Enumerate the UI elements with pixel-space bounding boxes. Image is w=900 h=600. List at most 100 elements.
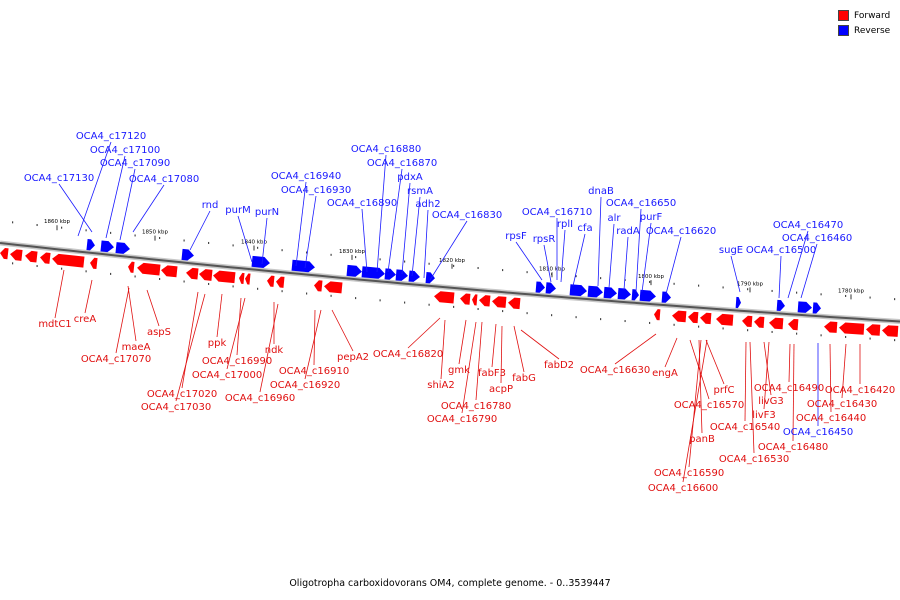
forward-gene-label: livG3 [758,396,784,407]
forward-gene-label: OCA4_c16990 [202,356,272,367]
minor-tick-top [85,229,87,232]
minor-tick-bottom [36,265,38,268]
minor-tick-bottom [306,292,308,295]
reverse-gene-leader-line [411,196,421,277]
forward-gene-label: OCA4_c17070 [81,354,151,365]
minor-tick-bottom [232,285,234,288]
minor-tick-bottom [208,282,210,285]
forward-gene-arrow [267,275,275,287]
forward-gene-leader-line [440,319,446,380]
forward-gene-arrow [213,270,236,284]
reverse-gene-leader-line [423,209,429,279]
forward-gene-arrow [754,316,765,328]
forward-gene-arrow [508,297,521,310]
reverse-gene-arrow [617,288,631,300]
minor-tick-top [551,273,553,276]
forward-gene-label: shiA2 [427,380,455,391]
forward-gene-arrow [128,261,135,273]
forward-gene-arrow [742,315,753,328]
forward-gene-label: OCA4_c17000 [192,370,262,381]
minor-tick-bottom [428,303,430,306]
forward-gene-leader-line [175,293,206,402]
forward-gene-leader-line [475,321,483,401]
forward-gene-label: prfC [714,385,735,396]
reverse-gene-label: OCA4_c17090 [100,158,170,169]
reverse-gene-arrow [661,291,671,303]
forward-gene-label: OCA4_c16920 [270,380,340,391]
forward-gene-leader-line [458,319,467,365]
reverse-gene-label: OCA4_c16830 [432,210,502,221]
reverse-gene-leader-line [515,241,543,281]
forward-gene-leader-line [226,297,246,370]
scale-label: 1790 kbp [737,281,763,287]
reverse-gene-label: purF [640,212,663,223]
forward-gene-label: OCA4_c16540 [710,422,780,433]
forward-gene-leader-line [491,323,497,368]
reverse-gene-arrow [100,240,114,253]
reverse-gene-label: OCA4_c17120 [76,131,146,142]
forward-gene-arrow [186,267,199,280]
minor-tick-top [820,293,822,296]
forward-gene-label: livF3 [752,410,776,421]
minor-tick-top [575,275,577,278]
forward-gene-label: OCA4_c16780 [441,401,511,412]
forward-gene-arrow [161,265,178,278]
minor-tick-top [379,258,381,261]
forward-gene-label: OCA4_c16910 [279,366,349,377]
minor-tick-top [159,236,161,239]
legend-item-forward: Forward [838,8,898,23]
reverse-gene-leader-line [105,155,126,239]
minor-tick-bottom [257,287,259,290]
reverse-gene-label: rpsR [533,234,556,245]
minor-tick-top [845,294,847,297]
reverse-gene-label: OCA4_c16650 [606,198,676,209]
minor-tick-top [502,269,504,272]
forward-gene-arrow [0,247,9,260]
forward-gene-label: OCA4_c16530 [719,454,789,465]
reverse-gene-label: rnd [202,200,219,211]
reverse-gene-arrow [425,272,435,284]
reverse-swatch [838,25,849,36]
reverse-gene-label: OCA4_c16500 [746,245,816,256]
scale-label: 1800 kbp [638,274,664,280]
reverse-gene-label: OCA4_c16870 [367,158,437,169]
reverse-gene-label: OCA4_c16940 [271,171,341,182]
forward-gene-leader-line [513,325,525,373]
minor-tick-top [453,264,455,267]
minor-tick-bottom [12,262,14,265]
minor-tick-top [526,271,528,274]
reverse-gene-arrow [812,302,821,314]
forward-gene-label: OCA4_c16790 [427,414,497,425]
forward-gene-leader-line [115,287,130,354]
forward-gene-leader-line [54,269,65,319]
minor-tick-bottom [624,320,626,323]
minor-tick-top [330,253,332,256]
minor-tick-bottom [747,329,749,332]
minor-tick-top [183,239,185,242]
reverse-gene-label: purM [225,205,250,216]
minor-tick-top [36,224,38,227]
minor-tick-top [796,291,798,294]
forward-gene-leader-line [664,337,678,368]
minor-tick-bottom [869,337,871,340]
reverse-gene-arrow [346,264,362,277]
reverse-gene-leader-line [572,233,586,287]
forward-gene-label: creA [74,314,97,325]
forward-gene-leader-line [829,343,832,413]
forward-gene-arrow [788,318,799,331]
forward-gene-arrow [245,273,251,285]
minor-tick-bottom [796,332,798,335]
minor-tick-bottom [894,339,896,342]
reverse-gene-leader-line [376,154,387,273]
minor-tick-bottom [845,335,847,338]
reverse-gene-label: OCA4_c16460 [782,233,852,244]
scale-label: 1830 kbp [339,249,365,255]
reverse-gene-leader-line [387,168,403,273]
minor-tick-top [281,249,283,252]
reverse-gene-leader-line [361,208,368,273]
minor-tick-bottom [820,334,822,337]
forward-gene-arrow [769,317,784,330]
reverse-gene-leader-line [641,222,652,293]
reverse-gene-leader-line [560,229,566,283]
reverse-gene-leader-line [608,223,615,289]
